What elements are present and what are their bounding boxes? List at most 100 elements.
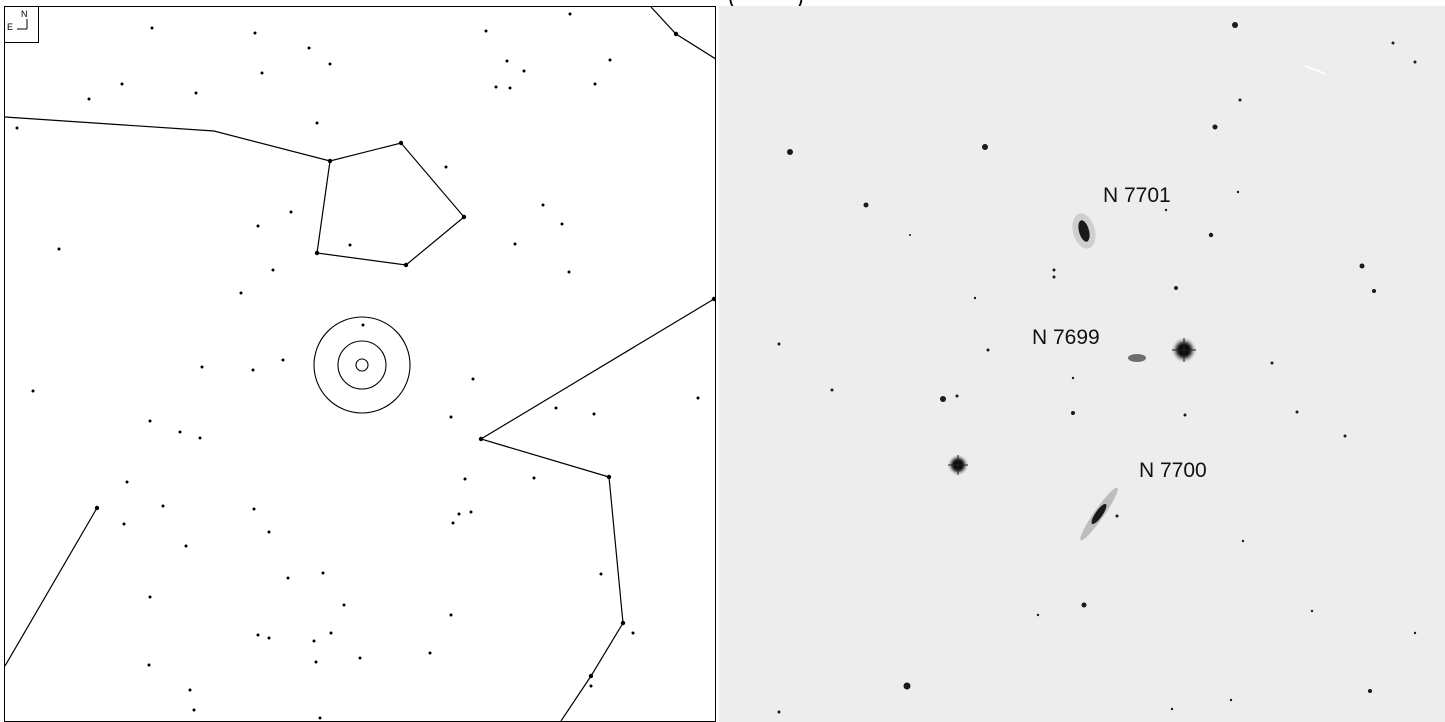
chart-star-36 — [449, 415, 453, 419]
chart-bright-star-3 — [461, 214, 467, 220]
chart-star-37 — [554, 406, 558, 410]
chart-star-23 — [567, 270, 571, 274]
chart-star-38 — [592, 412, 596, 416]
compass-indicator: N E — [5, 7, 39, 43]
chart-bright-star-2 — [398, 140, 404, 146]
photo-artifact-streak — [1304, 65, 1327, 75]
photo-star-22 — [1071, 411, 1075, 415]
photo-star-1 — [787, 149, 793, 155]
chart-star-46 — [252, 507, 256, 511]
photo-star-40 — [909, 234, 911, 236]
photo-star-39 — [1236, 190, 1240, 194]
chart-star-2 — [253, 31, 257, 35]
photo-star-12 — [1174, 286, 1178, 290]
chart-star-15 — [494, 85, 498, 89]
photo-star-26 — [1343, 434, 1347, 438]
constellation-line-4 — [5, 507, 98, 667]
chart-star-48 — [184, 544, 188, 548]
compass-arrows — [17, 19, 28, 30]
photo-star-4 — [1232, 22, 1238, 28]
chart-star-51 — [457, 512, 461, 516]
field-of-view-ring-1 — [355, 358, 369, 372]
chart-star-3 — [307, 46, 311, 50]
chart-star-20 — [541, 203, 545, 207]
photo-star-37 — [1170, 707, 1174, 711]
galaxy-n7700-core — [1091, 503, 1107, 525]
photo-star-8 — [1359, 263, 1365, 269]
chart-star-16 — [508, 86, 512, 90]
chart-star-39 — [696, 396, 700, 400]
photo-star-2 — [982, 144, 988, 150]
chart-star-1 — [150, 26, 154, 30]
photo-star-35 — [1229, 698, 1233, 702]
chart-star-53 — [451, 521, 455, 525]
chart-star-45 — [122, 522, 126, 526]
chart-star-43 — [125, 480, 129, 484]
photo-star-33 — [903, 682, 911, 690]
chart-star-63 — [329, 631, 333, 635]
chart-bright-star-12 — [94, 505, 100, 511]
constellation-line-3 — [479, 298, 715, 721]
photo-star-28 — [1241, 539, 1245, 543]
photo-star-38 — [1164, 208, 1168, 212]
chart-bright-star-1 — [327, 158, 333, 164]
photo-star-6 — [1238, 98, 1242, 102]
chart-star-24 — [289, 210, 293, 214]
chart-star-67 — [631, 631, 635, 635]
chart-star-40 — [148, 419, 152, 423]
chart-star-13 — [505, 59, 509, 63]
photo-star-14 — [1052, 275, 1056, 279]
chart-star-52 — [469, 510, 473, 514]
photo-star-11 — [1413, 60, 1417, 64]
photo-star-18 — [940, 396, 946, 402]
photo-star-field — [777, 22, 1417, 714]
constellation-line-1 — [5, 116, 465, 266]
chart-star-49 — [463, 477, 467, 481]
chart-star-64 — [314, 660, 318, 664]
chart-star-55 — [286, 576, 290, 580]
chart-star-57 — [342, 603, 346, 607]
chart-star-69 — [188, 688, 192, 692]
photo-star-31 — [1310, 609, 1314, 613]
photo-star-3 — [863, 202, 869, 208]
chart-star-58 — [449, 613, 453, 617]
chart-star-71 — [318, 716, 322, 720]
chart-star-59 — [148, 595, 152, 599]
photo-star-19 — [955, 394, 959, 398]
photo-star-16 — [986, 348, 990, 352]
chart-star-29 — [57, 247, 61, 251]
chart-star-25 — [256, 224, 260, 228]
chart-star-17 — [593, 82, 597, 86]
photo-star-27 — [1115, 514, 1119, 518]
photo-star-29 — [1081, 602, 1087, 608]
photo-star-13 — [1052, 268, 1056, 272]
photo-star-23 — [1183, 413, 1187, 417]
photo-star-24 — [1270, 361, 1274, 365]
photo-star-20 — [830, 388, 834, 392]
galaxy-label-n7701: N 7701 — [1103, 184, 1171, 207]
chart-star-62 — [312, 639, 316, 643]
chart-star-72 — [589, 684, 593, 688]
chart-star-19 — [444, 165, 448, 169]
chart-star-26 — [271, 268, 275, 272]
chart-bright-star-7 — [711, 296, 715, 302]
chart-bright-star-8 — [478, 436, 484, 442]
chart-star-42 — [198, 436, 202, 440]
star-chart-canvas — [5, 7, 715, 721]
photo-star-5 — [1212, 124, 1218, 130]
chart-star-22 — [513, 242, 517, 246]
chart-star-34 — [31, 389, 35, 393]
chart-star-21 — [560, 222, 564, 226]
photo-star-7 — [1208, 232, 1214, 238]
chart-star-50 — [532, 476, 536, 480]
chart-star-54 — [599, 572, 603, 576]
chart-star-56 — [321, 571, 325, 575]
chart-star-4 — [328, 62, 332, 66]
photo-star-10 — [1391, 41, 1395, 45]
chart-star-31 — [281, 358, 285, 362]
chart-star-6 — [120, 82, 124, 86]
photo-star-17 — [777, 342, 781, 346]
chart-star-18 — [608, 58, 612, 62]
chart-star-28 — [239, 291, 243, 295]
chart-star-9 — [15, 126, 19, 130]
